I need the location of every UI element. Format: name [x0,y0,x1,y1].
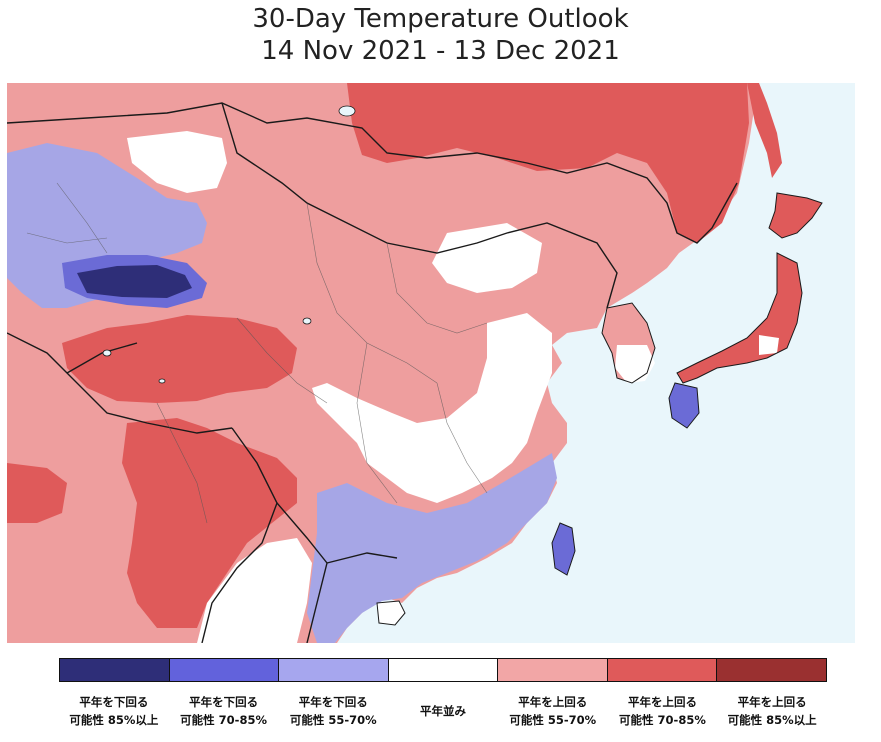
legend-swatch-above-70-85 [607,659,718,681]
map-title: 30-Day Temperature Outlook [252,4,629,34]
legend-label-above-55-70: 平年を上回る 可能性 55-70% [509,695,597,727]
legend-swatch-above-55-70 [498,659,608,681]
legend-colorbar [59,658,827,682]
region-below-85-west [77,265,192,298]
land-taiwan [552,523,575,575]
region-above-70-tibet [62,315,297,403]
normal-band [432,223,542,293]
legend-labels: 平年を下回る 可能性 85%以上 平年を下回る 可能性 70-85% 平年を下回る可… [59,693,827,729]
country-borders [7,102,738,643]
legend-label-above-70-85: 平年を上回る 可能性 70-85% [619,695,706,727]
land-kyushu [669,383,699,428]
legend-label-below-55-70: 平年を下回る 可能性 55-70% [289,695,377,727]
land-hainan [377,601,405,625]
korea-normal [615,345,655,383]
legend-swatch-normal [388,659,499,681]
legend-swatch-below-85 [60,659,170,681]
legend-label-normal: 平年並み [420,704,467,718]
legend-swatch-below-55-70 [279,659,389,681]
region-above-70-south [122,418,297,628]
legend-label-below-70-85: 平年を下回る 可能性 70-85% [180,695,267,727]
region-above-70-north [347,83,749,243]
legend-label-above-85: 平年を上回る 可能性 85%以上 [727,695,817,727]
normal-north-mongolia [127,131,227,193]
legend-swatch-below-70-85 [169,659,280,681]
normal-indochina [197,538,312,643]
japan-normal-patch [759,335,779,355]
legend-label-below-85: 平年を下回る 可能性 85%以上 [69,695,159,727]
legend-swatch-above-85 [717,659,827,681]
province-borders [26,182,488,524]
temperature-map [7,83,855,643]
region-below-55-west [7,143,207,308]
region-below-55-southeast [307,453,557,643]
land-sakhalin [747,83,782,178]
map-date-range: 14 Nov 2021 - 13 Dec 2021 [261,36,620,66]
normal-central-east [312,313,552,503]
land-hokkaido [769,193,822,238]
lakes [102,105,356,384]
island-outlines [376,192,823,626]
region-above-70-west [7,463,67,523]
